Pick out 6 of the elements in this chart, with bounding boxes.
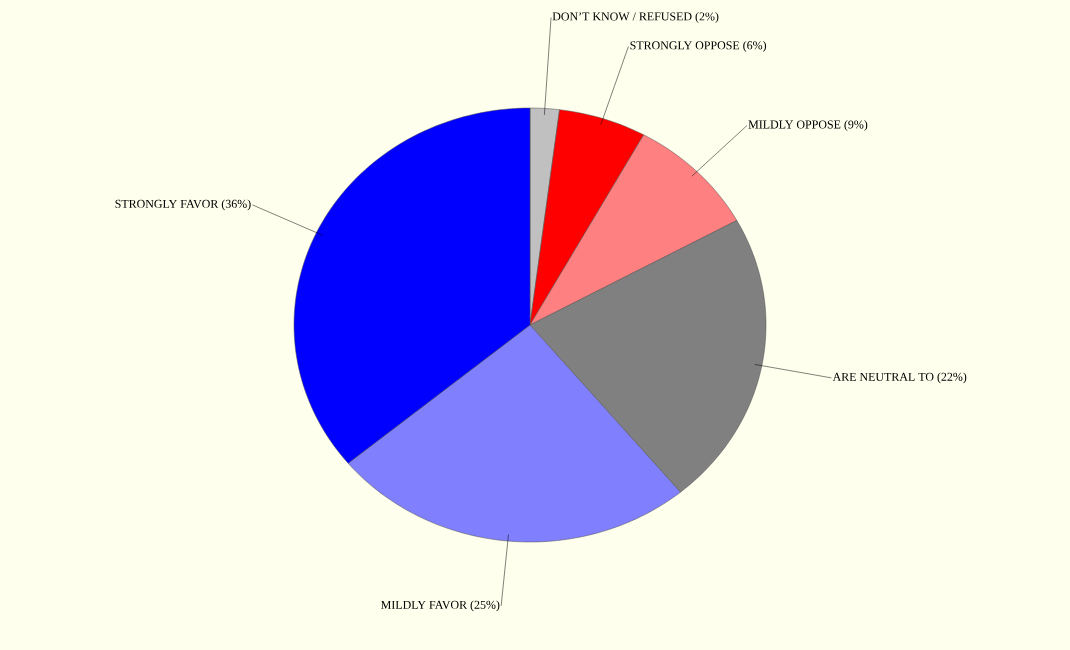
slice-label: MILDLY FAVOR (25%) xyxy=(381,600,500,612)
slice-label: ARE NEUTRAL TO (22%) xyxy=(832,372,967,384)
slice-label: DON’T KNOW / REFUSED (2%) xyxy=(552,12,719,23)
slice-label: STRONGLY FAVOR (36%) xyxy=(115,199,251,211)
slice-label: STRONGLY OPPOSE (6%) xyxy=(630,40,767,52)
slice-label: MILDLY OPPOSE (9%) xyxy=(748,120,868,131)
